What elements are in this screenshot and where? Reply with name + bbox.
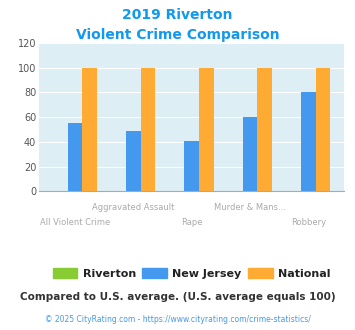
- Text: Rape: Rape: [181, 218, 202, 227]
- Legend: Riverton, New Jersey, National: Riverton, New Jersey, National: [48, 264, 335, 283]
- Text: Aggravated Assault: Aggravated Assault: [92, 203, 174, 212]
- Text: Violent Crime Comparison: Violent Crime Comparison: [76, 28, 279, 42]
- Bar: [199, 68, 214, 191]
- Bar: [141, 68, 155, 191]
- Bar: [316, 68, 331, 191]
- Text: 2019 Riverton: 2019 Riverton: [122, 8, 233, 22]
- Bar: [67, 123, 82, 191]
- Bar: [126, 131, 141, 191]
- Bar: [184, 141, 199, 191]
- Text: Compared to U.S. average. (U.S. average equals 100): Compared to U.S. average. (U.S. average …: [20, 292, 335, 302]
- Text: © 2025 CityRating.com - https://www.cityrating.com/crime-statistics/: © 2025 CityRating.com - https://www.city…: [45, 315, 310, 324]
- Text: All Violent Crime: All Violent Crime: [40, 218, 110, 227]
- Bar: [243, 117, 257, 191]
- Bar: [82, 68, 97, 191]
- Text: Robbery: Robbery: [291, 218, 326, 227]
- Bar: [301, 92, 316, 191]
- Bar: [257, 68, 272, 191]
- Text: Murder & Mans...: Murder & Mans...: [214, 203, 286, 212]
